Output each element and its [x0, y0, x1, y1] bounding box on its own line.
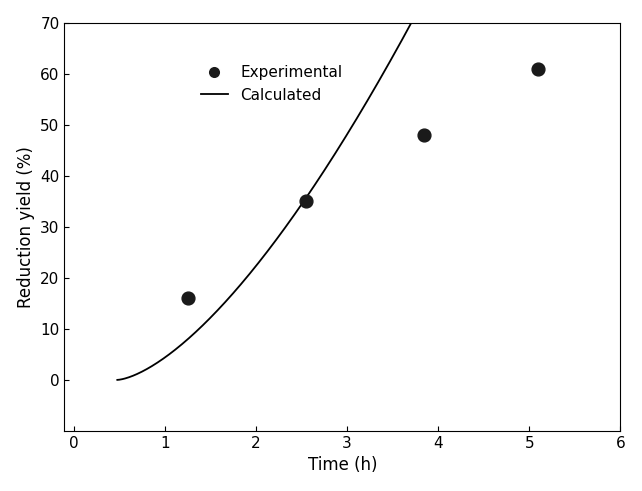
- Legend: Experimental, Calculated: Experimental, Calculated: [195, 59, 349, 109]
- Point: [534, 65, 544, 73]
- Point: [419, 131, 429, 139]
- Point: [182, 294, 193, 302]
- X-axis label: Time (h): Time (h): [308, 456, 377, 474]
- Point: [301, 197, 311, 205]
- Y-axis label: Reduction yield (%): Reduction yield (%): [17, 146, 35, 308]
